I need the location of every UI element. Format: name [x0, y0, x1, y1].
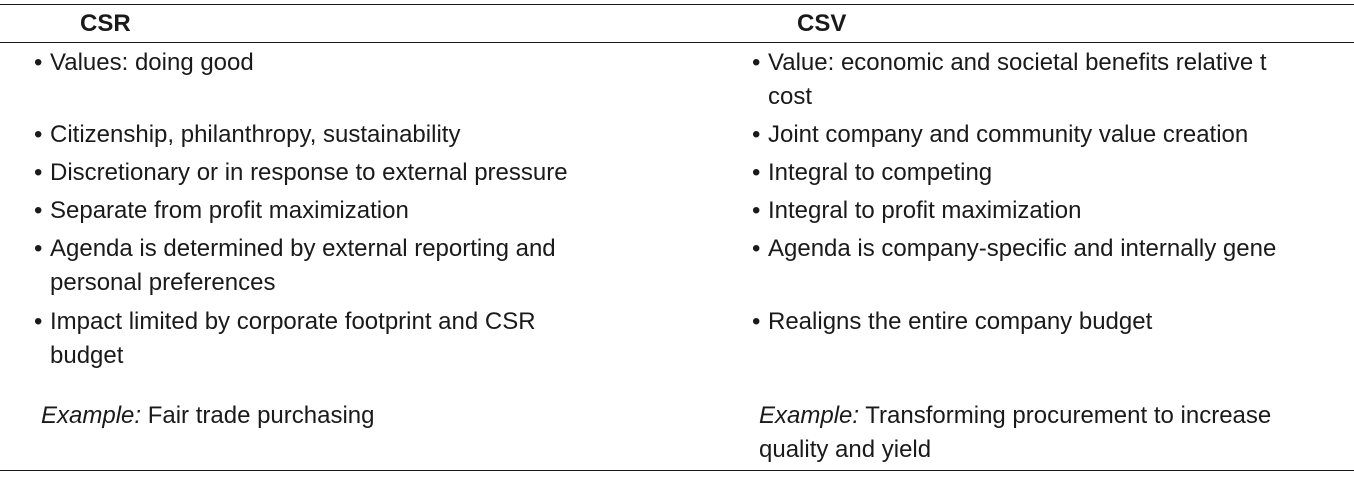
csv-item-text-continued: cost — [768, 83, 813, 110]
csr-item-text-continued: personal preferences — [50, 269, 276, 296]
header-csr: CSR — [80, 10, 131, 37]
csr-column: • Values: doing good • Citizenship, philan… — [34, 46, 568, 433]
csr-item: • Values: doing good — [34, 46, 254, 80]
bullet: • — [752, 235, 761, 262]
csv-item-text: Joint company and community value creati… — [768, 121, 1249, 148]
csv-item-text: Integral to competing — [768, 159, 993, 186]
bullet: • — [34, 235, 43, 262]
bullet: • — [752, 197, 761, 224]
example-text: Transforming procurement to increase — [859, 402, 1272, 429]
bullet: • — [752, 308, 761, 335]
bullet: • — [752, 49, 761, 76]
example-label: Example: — [759, 402, 860, 429]
csv-item: • Agenda is company-specific and internal… — [752, 232, 1276, 266]
bullet: • — [34, 308, 43, 335]
example-text: Fair trade purchasing — [141, 402, 375, 429]
csv-item: • Integral to competing — [752, 156, 992, 190]
csv-item: • Joint company and community value creat… — [752, 118, 1248, 152]
bullet: • — [34, 197, 43, 224]
csr-item-text-continued: budget — [50, 342, 124, 369]
csr-item-text: Impact limited by corporate footprint an… — [50, 308, 536, 335]
csr-item-text: Separate from profit maximization — [50, 197, 409, 224]
csr-item-text: Discretionary or in response to external… — [50, 159, 568, 186]
csv-item: • Integral to profit maximization — [752, 194, 1081, 228]
csr-item-text: Values: doing good — [50, 49, 254, 76]
csr-item: • Impact limited by corporate footprint a… — [34, 305, 536, 373]
bottom-rule — [0, 470, 1354, 471]
bullet: • — [34, 159, 43, 186]
header-rule — [0, 42, 1354, 43]
csv-item-text: Integral to profit maximization — [768, 197, 1082, 224]
csr-item-text: Agenda is determined by external reporti… — [50, 235, 556, 262]
top-rule — [0, 4, 1354, 5]
bullet: • — [34, 121, 43, 148]
csv-item: • Value: economic and societal benefits r… — [752, 46, 1267, 114]
bullet: • — [34, 49, 43, 76]
csv-item-text: Value: economic and societal benefits re… — [768, 49, 1267, 76]
csv-example-continued: quality and yield — [759, 436, 932, 463]
csv-example: Example: Transforming procurement to inc… — [759, 399, 1271, 433]
csr-item: • Citizenship, philanthropy, sustainabili… — [34, 118, 460, 152]
csr-item: • Discretionary or in response to externa… — [34, 156, 568, 190]
csr-item: • Separate from profit maximization — [34, 194, 409, 228]
csv-item-text: Agenda is company-specific and internall… — [768, 235, 1277, 262]
bullet: • — [752, 159, 761, 186]
bullet: • — [752, 121, 761, 148]
csr-item: • Agenda is determined by external report… — [34, 232, 556, 300]
csv-item-text: Realigns the entire company budget — [768, 308, 1153, 335]
example-label: Example: — [41, 402, 142, 429]
csv-item: • Realigns the entire company budget — [752, 305, 1152, 339]
header-csv: CSV — [797, 10, 847, 37]
csr-item-text: Citizenship, philanthropy, sustainabilit… — [50, 121, 461, 148]
csr-example: Example: Fair trade purchasing — [41, 399, 375, 433]
